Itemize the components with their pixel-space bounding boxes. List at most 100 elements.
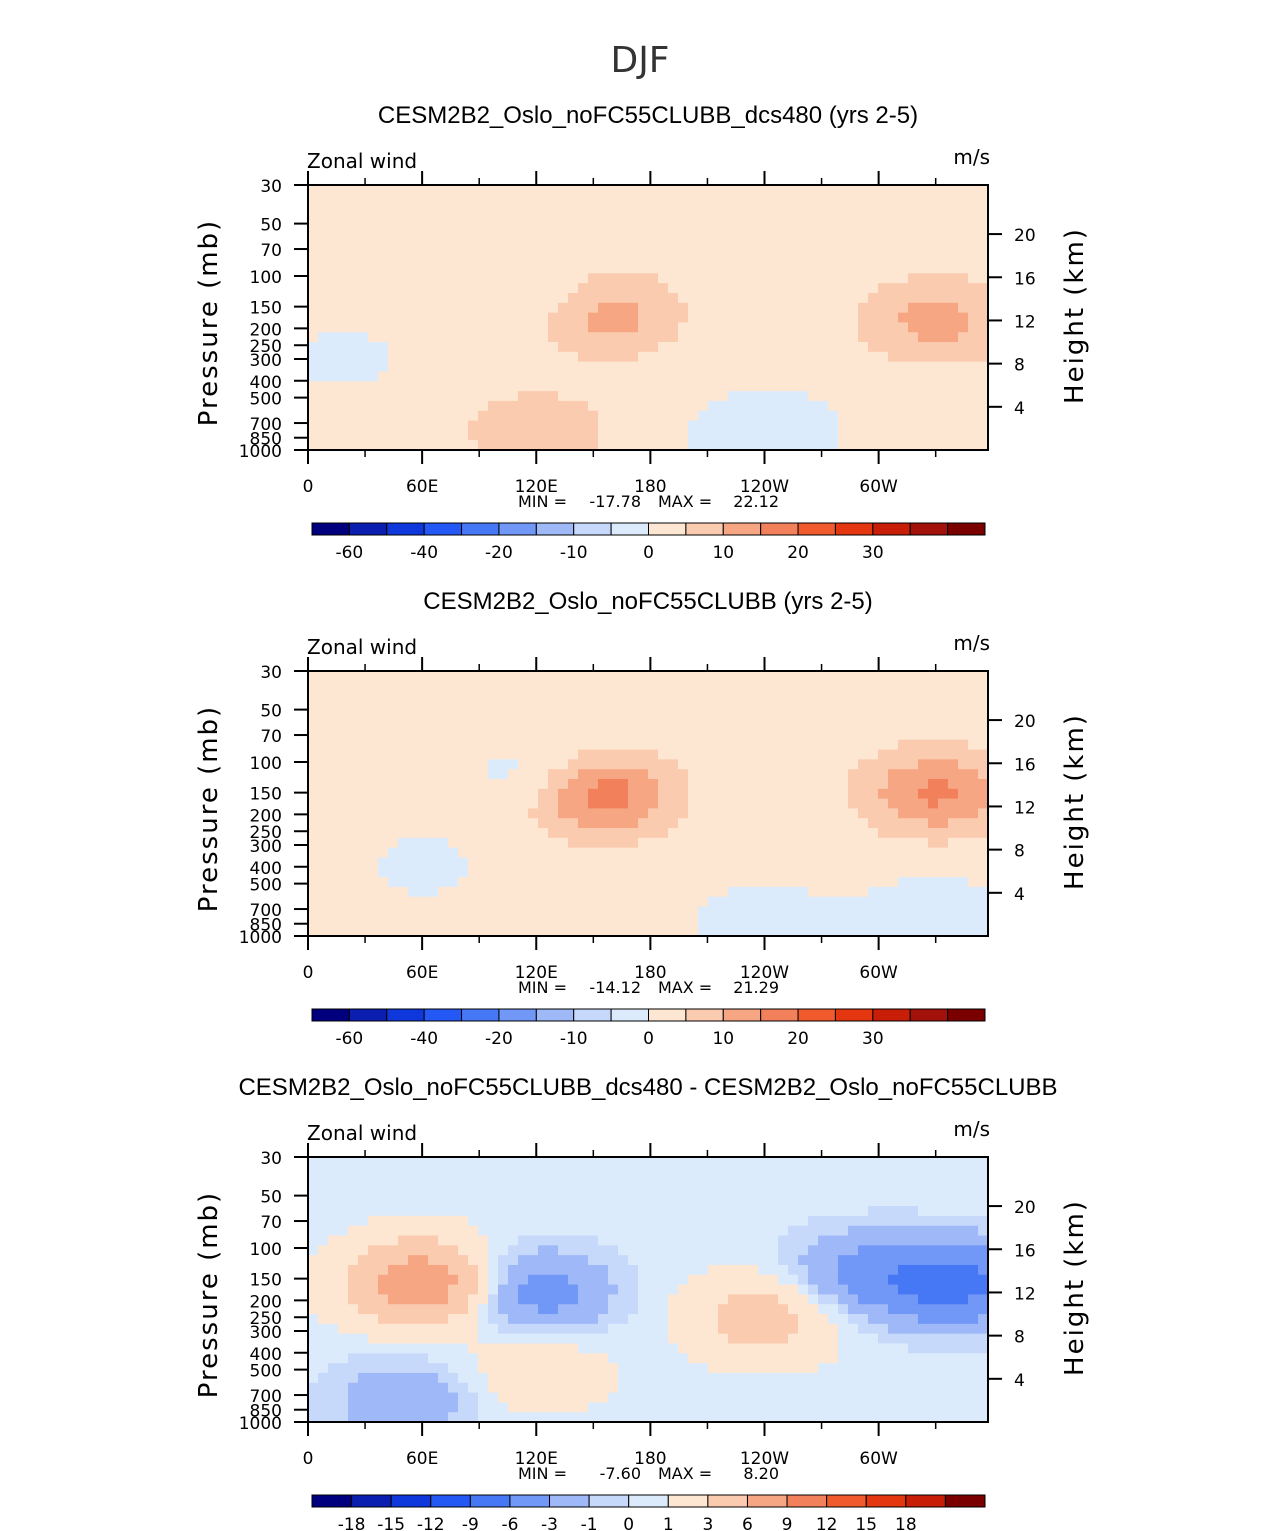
contour-cell xyxy=(608,430,619,441)
contour-cell xyxy=(928,1245,939,1256)
contour-cell xyxy=(888,769,899,780)
contour-cell xyxy=(468,410,479,422)
contour-cell xyxy=(428,906,439,917)
contour-cell xyxy=(778,420,789,431)
contour-cell xyxy=(568,1255,579,1266)
contour-cell xyxy=(778,680,789,692)
contour-cell xyxy=(318,263,329,274)
contour-cell xyxy=(338,283,349,294)
contour-cell xyxy=(458,1314,469,1325)
contour-cell xyxy=(418,1294,429,1305)
contour-cell xyxy=(918,1274,929,1286)
contour-cell xyxy=(678,680,689,692)
contour-cell xyxy=(718,322,729,333)
contour-cell xyxy=(828,1166,839,1178)
contour-cell xyxy=(868,430,879,441)
contour-cell xyxy=(908,371,919,382)
contour-cell xyxy=(828,818,839,829)
y-tick-label: 850 xyxy=(250,430,282,450)
contour-cell xyxy=(938,837,949,849)
contour-cell xyxy=(648,680,659,692)
contour-cell xyxy=(618,1304,629,1315)
contour-cell xyxy=(828,1176,839,1188)
contour-cell xyxy=(768,204,779,216)
contour-cell xyxy=(838,847,849,859)
contour-cell xyxy=(698,906,709,917)
contour-cell xyxy=(788,273,799,284)
contour-cell xyxy=(518,886,529,898)
y2-tick-label: 16 xyxy=(1014,269,1036,289)
contour-cell xyxy=(648,877,659,888)
contour-cell xyxy=(868,1206,879,1217)
contour-cell xyxy=(818,847,829,859)
contour-cell xyxy=(338,1274,349,1286)
contour-cell xyxy=(458,926,469,936)
contour-cell xyxy=(948,381,959,392)
contour-cell xyxy=(448,1245,459,1256)
contour-cell xyxy=(418,342,429,353)
contour-cell xyxy=(638,420,649,431)
contour-cell xyxy=(828,185,839,196)
contour-cell xyxy=(608,788,619,800)
contour-cell xyxy=(568,283,579,294)
contour-cell xyxy=(808,283,819,294)
contour-cell xyxy=(868,420,879,431)
contour-cell xyxy=(528,1274,539,1286)
contour-cell xyxy=(748,1196,759,1207)
contour-cell xyxy=(498,1215,509,1227)
contour-cell xyxy=(338,312,349,323)
contour-cell xyxy=(728,1284,739,1295)
contour-cell xyxy=(708,818,719,829)
contour-cell xyxy=(318,243,329,255)
contour-cell xyxy=(788,759,799,770)
contour-cell xyxy=(678,788,689,800)
contour-cell xyxy=(698,680,709,692)
contour-cell xyxy=(438,440,449,450)
contour-cell xyxy=(948,214,959,225)
contour-cell xyxy=(898,778,909,790)
contour-cell xyxy=(448,1157,459,1168)
contour-cell xyxy=(448,440,459,450)
contour-cell xyxy=(418,867,429,878)
contour-cell xyxy=(718,1225,729,1237)
contour-cell xyxy=(918,263,929,274)
contour-cell xyxy=(938,342,949,353)
contour-cell xyxy=(648,322,659,333)
contour-cell xyxy=(778,234,789,245)
contour-cell xyxy=(748,916,759,927)
contour-cell xyxy=(308,312,319,323)
contour-cell xyxy=(718,312,729,323)
contour-cell xyxy=(768,1186,779,1197)
contour-cell xyxy=(328,1294,339,1305)
contour-cell xyxy=(468,1225,479,1237)
contour-cell xyxy=(438,1314,449,1325)
contour-cell xyxy=(858,778,869,790)
contour-cell xyxy=(548,828,559,839)
contour-cell xyxy=(898,739,909,751)
contour-cell xyxy=(668,759,679,770)
contour-cell xyxy=(378,263,389,274)
contour-cell xyxy=(578,322,589,333)
contour-cell xyxy=(358,1245,369,1256)
contour-cell xyxy=(508,1196,519,1207)
contour-cell xyxy=(808,1186,819,1197)
contour-cell xyxy=(368,410,379,422)
contour-cell xyxy=(328,1274,339,1286)
contour-cell xyxy=(848,1274,859,1286)
contour-cell xyxy=(438,332,449,343)
contour-cell xyxy=(558,391,569,402)
contour-cell xyxy=(588,194,599,206)
contour-cell xyxy=(828,253,839,265)
contour-cell xyxy=(958,896,969,908)
contour-cell xyxy=(678,739,689,751)
contour-cell xyxy=(688,1157,699,1168)
contour-cell xyxy=(928,420,939,431)
contour-cell xyxy=(828,1255,839,1266)
contour-cell xyxy=(738,837,749,849)
contour-cell xyxy=(568,1264,579,1276)
contour-cell xyxy=(948,867,959,878)
contour-cell xyxy=(488,729,499,741)
contour-cell xyxy=(828,906,839,917)
contour-cell xyxy=(428,857,439,868)
contour-cell xyxy=(928,671,939,682)
